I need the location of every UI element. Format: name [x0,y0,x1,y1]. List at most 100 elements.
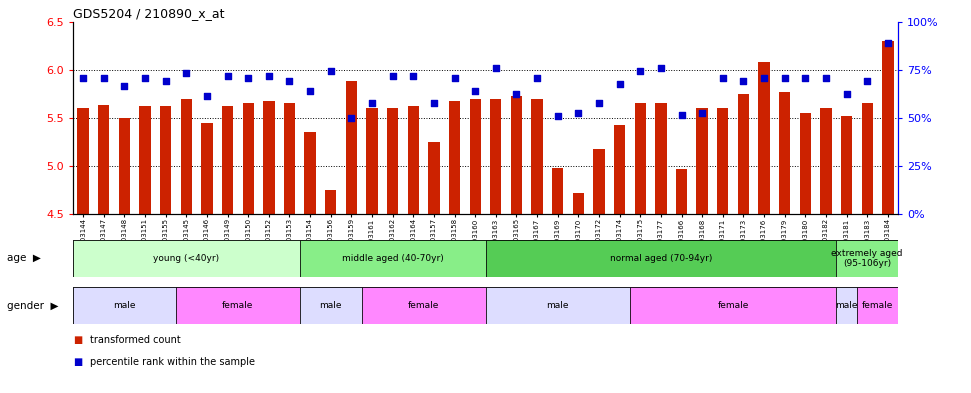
Text: ■: ■ [73,356,83,367]
Point [653,65,669,71]
Text: female: female [862,301,893,310]
Text: female: female [408,301,439,310]
Point [632,68,648,74]
Bar [779,92,790,214]
Text: male: male [547,301,569,310]
Bar [181,99,192,214]
Point [323,68,339,74]
Bar [861,103,873,214]
Bar [635,103,646,214]
Bar [486,287,630,324]
Text: female: female [718,301,749,310]
Point [219,73,235,80]
Point [509,91,524,97]
Bar [201,123,213,214]
Bar [284,103,295,214]
Bar [800,113,811,214]
Bar [98,105,110,214]
Point [488,65,504,71]
Bar [73,240,300,277]
Bar [305,132,316,214]
Bar [820,108,831,214]
Point [859,78,875,84]
Bar [366,108,378,214]
Bar [408,107,419,214]
Point [385,73,400,80]
Point [529,75,545,82]
Text: male: male [114,301,136,310]
Bar [300,240,486,277]
Text: female: female [222,301,253,310]
Bar [387,108,398,214]
Point [756,75,772,82]
Point [467,88,483,94]
Text: extremely aged
(95-106yr): extremely aged (95-106yr) [831,249,903,268]
Point [591,100,607,107]
Point [282,78,297,84]
Text: middle aged (40-70yr): middle aged (40-70yr) [342,254,444,263]
Text: ■: ■ [73,335,83,345]
Bar [614,125,625,214]
Bar [836,287,857,324]
Bar [630,287,836,324]
Point [426,100,442,107]
Bar [140,107,151,214]
Bar [758,62,770,214]
Bar [176,287,300,324]
Bar [73,287,176,324]
Text: normal aged (70-94yr): normal aged (70-94yr) [610,254,712,263]
Point [571,110,586,116]
Text: age  ▶: age ▶ [7,253,41,263]
Bar [346,81,357,214]
Point [612,81,627,87]
Bar [362,287,486,324]
Point [241,75,256,82]
Text: male: male [319,301,342,310]
Bar [883,41,893,214]
Point [96,75,112,82]
Point [117,83,132,89]
Bar [676,169,687,214]
Bar [428,142,440,214]
Bar [593,149,605,214]
Point [447,75,462,82]
Bar [841,116,853,214]
Point [364,100,380,107]
Point [344,115,359,121]
Point [199,93,215,99]
Point [880,40,895,46]
Text: male: male [835,301,857,310]
Point [302,88,318,94]
Bar [490,99,501,214]
Bar [511,96,522,214]
Point [137,75,152,82]
Text: young (<40yr): young (<40yr) [153,254,219,263]
Text: transformed count: transformed count [90,335,181,345]
Bar [325,190,336,214]
Bar [160,107,171,214]
Bar [118,118,130,214]
Point [736,78,752,84]
Bar [486,240,836,277]
Point [839,91,854,97]
Bar [696,108,708,214]
Bar [222,107,233,214]
Point [179,70,194,76]
Point [76,75,91,82]
Point [715,75,730,82]
Point [777,75,792,82]
Bar [300,287,362,324]
Text: GDS5204 / 210890_x_at: GDS5204 / 210890_x_at [73,7,224,20]
Bar [263,101,275,214]
Text: gender  ▶: gender ▶ [7,301,58,310]
Bar [857,287,898,324]
Point [797,75,813,82]
Bar [470,99,481,214]
Bar [573,193,584,214]
Bar [243,103,253,214]
Bar [531,99,543,214]
Point [158,78,174,84]
Bar [552,168,563,214]
Bar [738,94,749,214]
Text: percentile rank within the sample: percentile rank within the sample [90,356,255,367]
